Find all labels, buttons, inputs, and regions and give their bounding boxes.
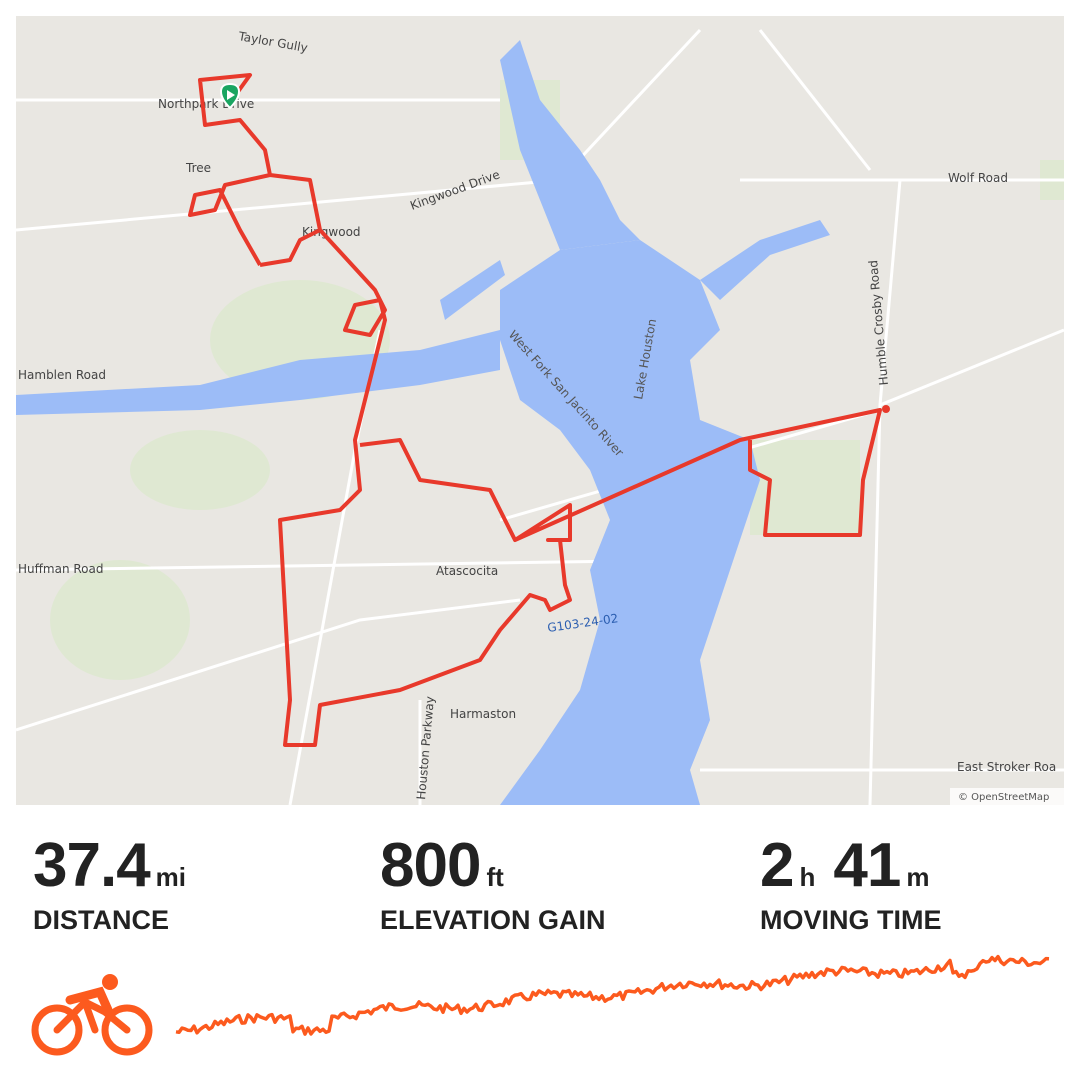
elevation: 800 ft <box>380 830 522 901</box>
map-label: Hamblen Road <box>18 368 106 382</box>
route <box>188 73 882 747</box>
map-label: Harmaston <box>450 707 516 721</box>
elevation-strip <box>31 954 1050 1056</box>
stat-value: 37.4 <box>33 831 151 900</box>
map-label: Atascocita <box>436 564 498 578</box>
moving-time: 2 h 41 m <box>760 830 947 901</box>
map: Taylor Gully Northpark Drive Tree Kingwo… <box>16 16 1064 805</box>
map-label: Kingwood <box>302 225 361 239</box>
water <box>16 40 830 805</box>
map-label: East Stroker Roa <box>957 760 1056 774</box>
stat-value: 41 <box>833 831 901 900</box>
bike-icon <box>31 997 153 1056</box>
stat-value: 2 <box>760 831 794 900</box>
elevation-profile <box>175 954 1050 1036</box>
map-label: Northpark Drive <box>158 97 254 111</box>
map-label: Huffman Road <box>18 562 103 576</box>
stat-value: 800 <box>380 831 481 900</box>
stat-label: DISTANCE <box>33 905 170 935</box>
stat-unit: m <box>906 862 930 892</box>
stat-label: MOVING TIME <box>760 905 942 935</box>
attribution: © OpenStreetMap <box>958 792 1049 803</box>
parks <box>50 80 1064 680</box>
stat-unit: ft <box>486 862 504 892</box>
stat-label: ELEVATION GAIN <box>380 905 606 935</box>
stat-unit: mi <box>155 862 187 892</box>
bike-icon-rider <box>65 986 113 1015</box>
distance: 37.4 mi <box>33 830 204 901</box>
stat-unit: h <box>799 862 816 892</box>
map-label: Tree <box>185 161 211 175</box>
route-end <box>882 405 890 413</box>
map-label: Wolf Road <box>948 171 1008 185</box>
attribution-bg <box>950 788 1064 805</box>
bike-icon-head <box>102 974 118 990</box>
start-icon <box>227 90 235 100</box>
